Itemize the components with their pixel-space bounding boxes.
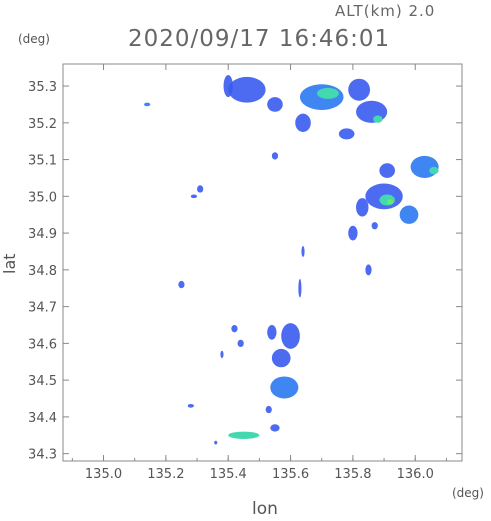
echo-cell — [317, 87, 339, 99]
y-tick-label: 34.3 — [28, 448, 57, 463]
echo-cell — [270, 424, 280, 432]
plot-frame — [62, 63, 463, 462]
echo-cell — [144, 102, 151, 107]
echo-cell — [379, 163, 395, 178]
echo-cell — [301, 245, 305, 257]
echo-cell — [271, 348, 291, 368]
echo-cell — [281, 323, 300, 349]
echo-cell — [271, 152, 279, 160]
echo-cell — [365, 264, 372, 276]
echo-cell — [371, 222, 378, 230]
x-tick-label: 135.2 — [147, 467, 184, 482]
echo-cell — [295, 113, 311, 133]
echo-cell — [197, 185, 204, 193]
y-tick-label: 34.6 — [28, 337, 57, 352]
echo-cell — [298, 279, 302, 298]
tick-layer: 135.0 135.2 135.4 135.6 135.8 136.0 34.3 34.4 34… — [28, 64, 462, 482]
echo-cell — [267, 97, 283, 112]
y-tick-label: 35.3 — [28, 80, 57, 95]
x-tick-label: 136.0 — [397, 467, 434, 482]
y-tick-label: 34.5 — [28, 374, 57, 389]
echo-cell — [338, 128, 355, 140]
y-tick-label: 34.4 — [28, 411, 57, 426]
echo-cell — [190, 194, 198, 199]
echo-cell — [220, 350, 224, 359]
altitude-label: ALT(km) 2.0 — [335, 2, 436, 20]
echo-cell — [265, 405, 272, 414]
y-tick-label: 35.1 — [28, 154, 57, 169]
echo-cell — [214, 440, 218, 445]
x-axis-unit: (deg) — [452, 486, 484, 500]
y-tick-label: 35.2 — [28, 117, 57, 132]
y-axis-unit: (deg) — [18, 32, 50, 46]
chart-title: 2020/09/17 16:46:01 — [128, 26, 391, 52]
x-tick-label: 135.0 — [85, 467, 122, 482]
x-tick-label: 135.4 — [210, 467, 247, 482]
echo-cell — [356, 198, 369, 217]
echo-cell — [387, 199, 394, 205]
echo-cell — [429, 166, 439, 175]
echo-cell — [231, 324, 238, 333]
echo-cell — [178, 280, 185, 289]
echo-cell — [267, 324, 277, 340]
x-axis-label: lon — [252, 499, 278, 519]
echo-cell — [348, 225, 358, 241]
echo-cell — [228, 76, 266, 103]
echo-cell — [356, 100, 388, 123]
y-tick-label: 35.0 — [28, 190, 57, 205]
echo-cell — [228, 431, 260, 439]
echo-cell — [379, 194, 395, 206]
echo-cell — [410, 155, 439, 178]
echo-cell — [373, 115, 383, 123]
echo-cell — [270, 376, 299, 399]
echo-cell — [399, 205, 419, 224]
y-tick-label: 34.7 — [28, 301, 57, 316]
x-tick-label: 135.8 — [334, 467, 371, 482]
echo-cell — [237, 339, 244, 348]
y-tick-label: 34.8 — [28, 264, 57, 279]
x-tick-label: 135.6 — [272, 467, 309, 482]
echo-layer — [144, 75, 439, 445]
y-tick-label: 34.9 — [28, 227, 57, 242]
echo-cell — [187, 404, 194, 408]
echo-cell — [348, 78, 371, 101]
